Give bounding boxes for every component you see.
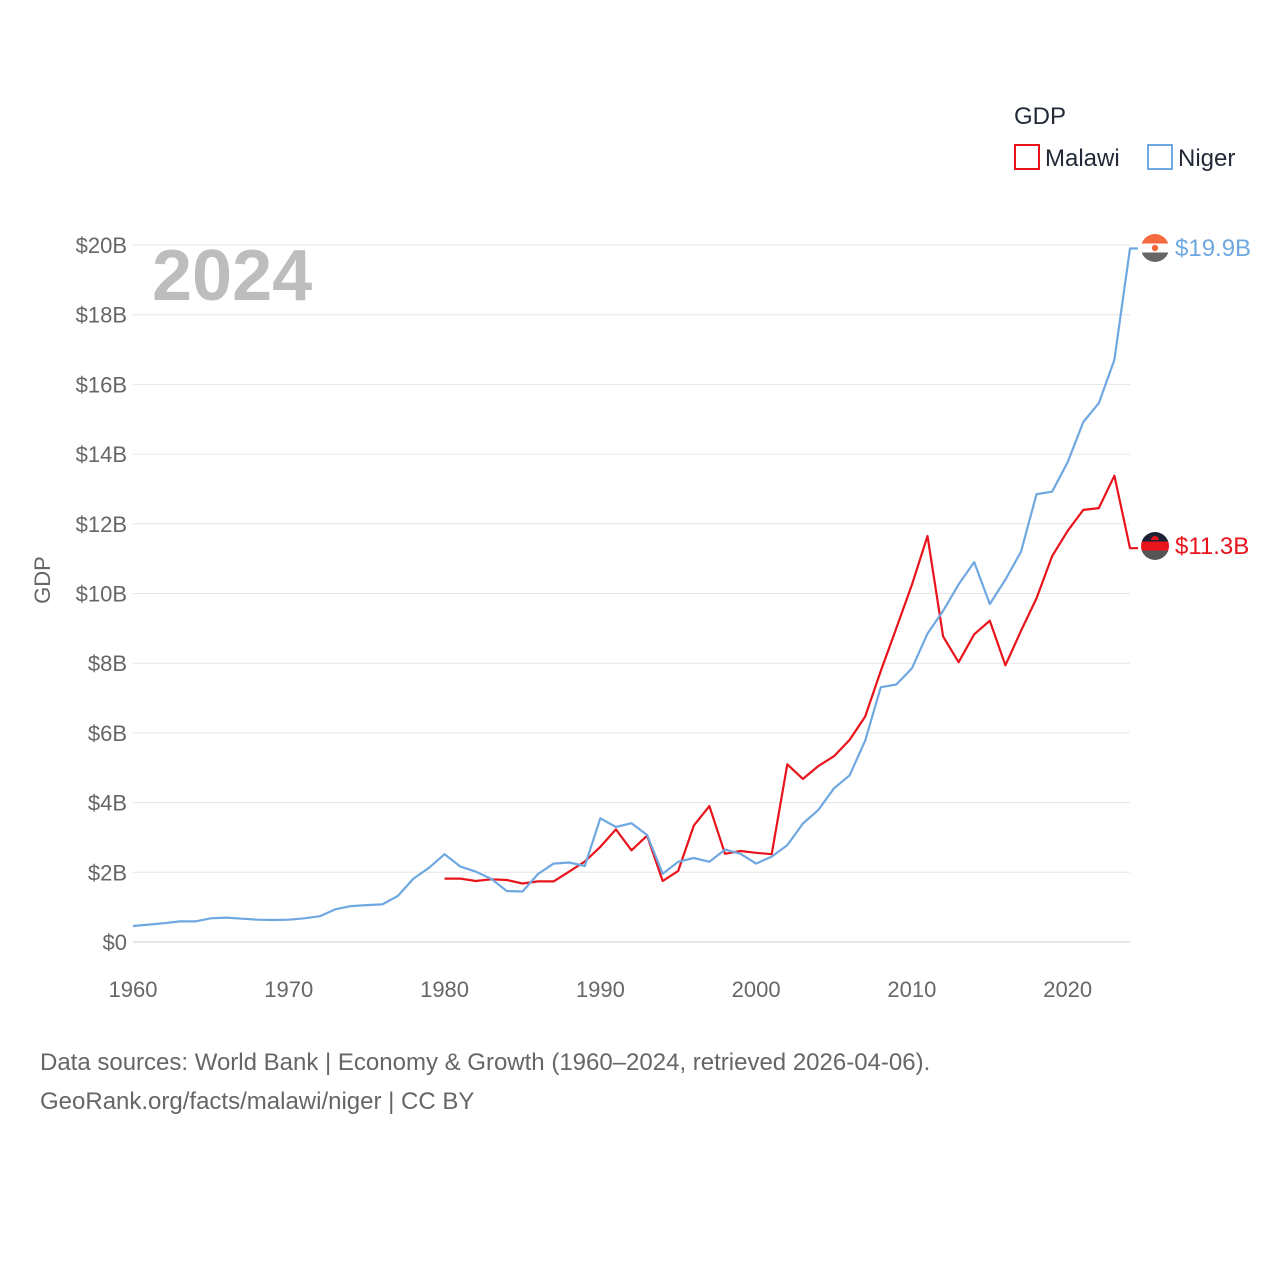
grid-lines	[133, 244, 1130, 943]
y-tick-label: $2B	[88, 860, 127, 885]
x-tick-label: 2010	[887, 977, 936, 1002]
y-tick-label: $16B	[76, 372, 127, 397]
legend-swatch-niger	[1147, 144, 1173, 170]
year-label: 2024	[152, 236, 312, 316]
y-tick-label: $14B	[76, 442, 127, 467]
legend-title: GDP	[1014, 103, 1066, 130]
y-tick-label: $8B	[88, 651, 127, 676]
series-lines	[132, 247, 1138, 928]
y-tick-label: $0	[103, 930, 127, 955]
source-line-1: Data sources: World Bank | Economy & Gro…	[40, 1049, 931, 1076]
series-line-niger	[132, 247, 1138, 928]
x-axis-ticks: 1960 1970 1980 1990 2000 2010 2020	[109, 977, 1093, 1002]
niger-flag-icon	[1141, 234, 1169, 262]
y-tick-label: $18B	[76, 303, 127, 328]
legend: GDP Malawi Niger	[1014, 103, 1235, 172]
y-axis-ticks: $0 $2B $4B $6B $8B $10B $12B $14B $16B $18B $20B	[76, 233, 127, 955]
x-tick-label: 1970	[264, 977, 313, 1002]
end-value-label-niger: $19.9B	[1175, 235, 1251, 262]
legend-label-malawi: Malawi	[1045, 145, 1120, 172]
malawi-flag-icon	[1141, 532, 1169, 560]
y-tick-label: $10B	[76, 582, 127, 607]
y-axis-label: GDP	[30, 556, 55, 604]
source-line-2: GeoRank.org/facts/malawi/niger | CC BY	[40, 1088, 475, 1115]
x-tick-label: 2000	[732, 977, 781, 1002]
x-tick-label: 1990	[576, 977, 625, 1002]
y-tick-label: $12B	[76, 512, 127, 537]
x-tick-label: 2020	[1043, 977, 1092, 1002]
y-tick-label: $4B	[88, 791, 127, 816]
end-labels: $11.3B $19.9B	[1175, 235, 1251, 560]
legend-label-niger: Niger	[1178, 145, 1235, 172]
end-value-label-malawi: $11.3B	[1175, 533, 1249, 560]
source-note: Data sources: World Bank | Economy & Gro…	[40, 1043, 930, 1121]
legend-swatch-malawi	[1014, 144, 1040, 170]
x-tick-label: 1980	[420, 977, 469, 1002]
series-line-malawi	[444, 474, 1138, 885]
y-tick-label: $20B	[76, 233, 127, 258]
y-tick-label: $6B	[88, 721, 127, 746]
x-tick-label: 1960	[109, 977, 158, 1002]
end-markers	[1141, 234, 1169, 560]
